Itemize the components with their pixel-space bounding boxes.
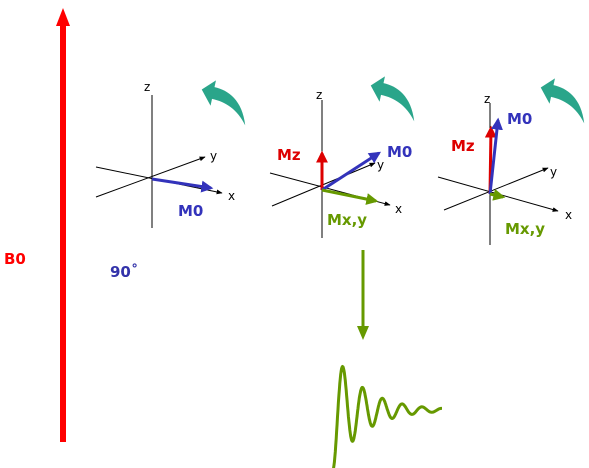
m0-label: M0 bbox=[387, 143, 412, 161]
mz-label: Mz bbox=[451, 137, 475, 155]
z-axis-label: z bbox=[484, 92, 490, 106]
x-axis-label: x bbox=[228, 189, 235, 203]
m0-vector bbox=[321, 151, 382, 192]
y-axis-label: y bbox=[377, 158, 384, 172]
panel-3: z y x Mz M0 Mx,y bbox=[437, 78, 585, 245]
rotation-arrow-icon bbox=[201, 80, 246, 126]
fid-wave-icon bbox=[332, 365, 443, 468]
y-axis-label: y bbox=[210, 149, 217, 163]
z-axis-label: z bbox=[316, 88, 322, 102]
rotation-arrow-icon bbox=[540, 78, 585, 124]
mxy-label: Mx,y bbox=[505, 220, 545, 238]
m0-label: M0 bbox=[507, 110, 532, 128]
x-axis-label: x bbox=[395, 202, 402, 216]
m0-vector bbox=[151, 177, 214, 193]
rotation-arrow-icon bbox=[370, 76, 415, 122]
panel-1-axes: z y x bbox=[95, 80, 235, 228]
mxy-vector bbox=[321, 188, 379, 205]
x-axis-label: x bbox=[565, 208, 572, 222]
panel-2: z y x Mz M0 Mx,y bbox=[269, 76, 415, 238]
mxy-vector bbox=[489, 188, 506, 201]
z-axis-label: z bbox=[144, 80, 150, 94]
b0-label: B0 bbox=[4, 250, 26, 268]
signal-arrow bbox=[357, 250, 369, 340]
mz-label: Mz bbox=[277, 146, 301, 164]
b0-field-arrow bbox=[56, 8, 70, 442]
y-axis-label: y bbox=[550, 165, 557, 179]
panel-1: z y x M0 bbox=[95, 80, 246, 228]
m0-label: M0 bbox=[178, 202, 203, 220]
mxy-label: Mx,y bbox=[327, 211, 367, 229]
m0-vector bbox=[488, 117, 503, 195]
pulse-angle-label: 90˚ bbox=[110, 263, 138, 281]
